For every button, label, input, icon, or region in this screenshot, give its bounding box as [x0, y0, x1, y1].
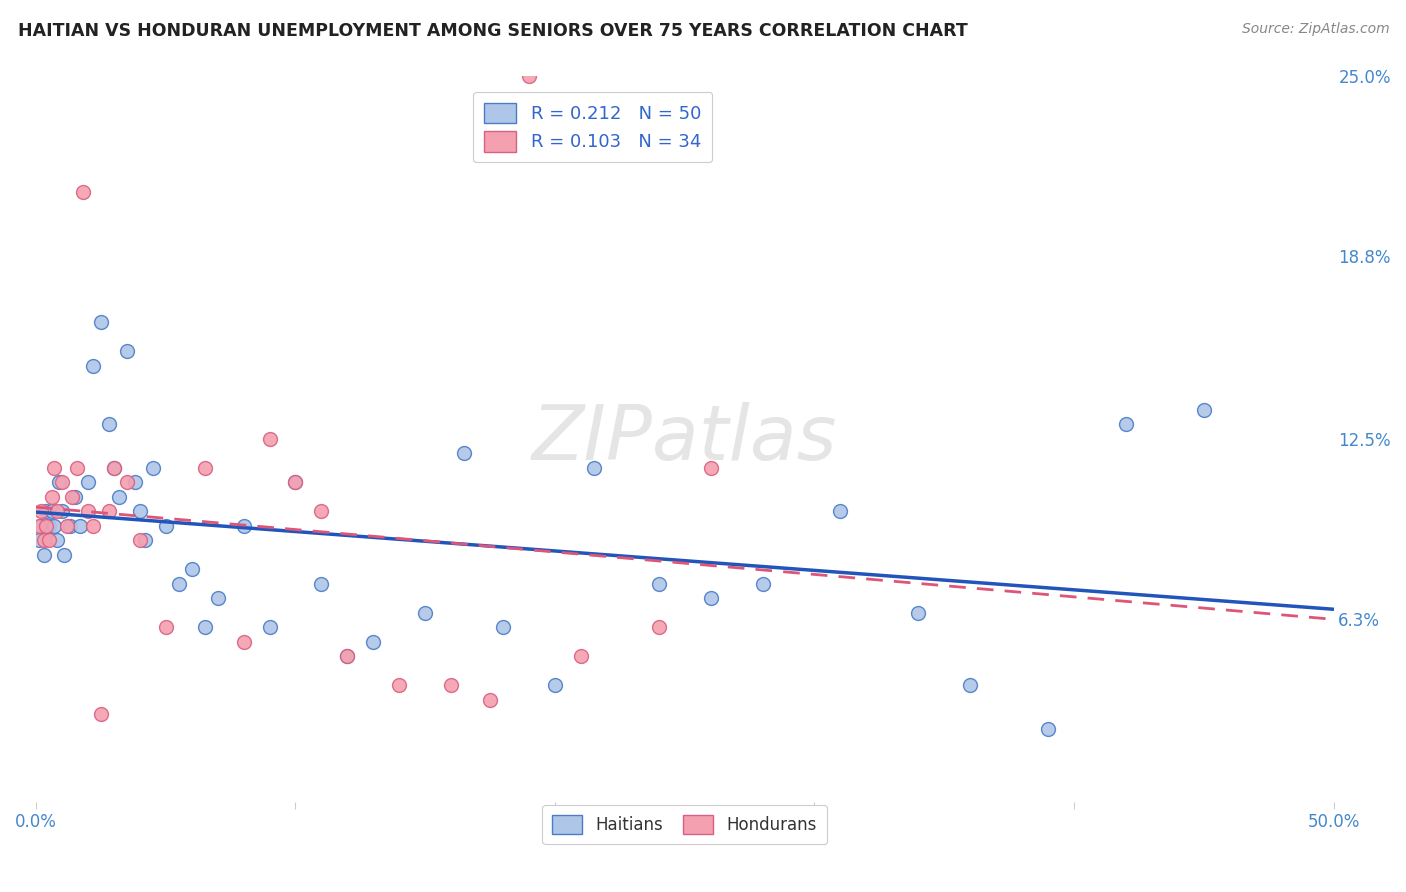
- Point: [35, 504, 58, 518]
- Legend: Haitians, Hondurans: Haitians, Hondurans: [543, 805, 827, 844]
- Point: [284, 475, 307, 489]
- Point: [167, 576, 190, 591]
- Point: [311, 504, 333, 518]
- Point: [959, 678, 981, 692]
- Point: [492, 620, 515, 634]
- Point: [413, 606, 436, 620]
- Point: [517, 69, 540, 83]
- Point: [30, 518, 52, 533]
- Point: [72, 185, 94, 199]
- Point: [751, 576, 773, 591]
- Point: [648, 620, 671, 634]
- Point: [90, 707, 112, 722]
- Point: [311, 576, 333, 591]
- Point: [830, 504, 852, 518]
- Point: [259, 620, 281, 634]
- Point: [1192, 402, 1215, 417]
- Point: [32, 533, 55, 548]
- Point: [194, 460, 217, 475]
- Point: [51, 475, 73, 489]
- Point: [56, 518, 79, 533]
- Point: [97, 417, 120, 431]
- Point: [41, 490, 63, 504]
- Point: [38, 533, 60, 548]
- Point: [134, 533, 156, 548]
- Text: HAITIAN VS HONDURAN UNEMPLOYMENT AMONG SENIORS OVER 75 YEARS CORRELATION CHART: HAITIAN VS HONDURAN UNEMPLOYMENT AMONG S…: [18, 22, 967, 40]
- Point: [32, 548, 55, 562]
- Point: [128, 504, 150, 518]
- Point: [699, 460, 721, 475]
- Point: [51, 504, 73, 518]
- Point: [82, 359, 104, 373]
- Point: [90, 315, 112, 329]
- Point: [27, 533, 49, 548]
- Point: [363, 635, 385, 649]
- Point: [180, 562, 202, 576]
- Text: ZIPatlas: ZIPatlas: [531, 401, 838, 475]
- Point: [108, 490, 131, 504]
- Point: [284, 475, 307, 489]
- Point: [128, 533, 150, 548]
- Point: [232, 635, 254, 649]
- Point: [569, 649, 592, 664]
- Point: [30, 504, 52, 518]
- Point: [124, 475, 146, 489]
- Point: [207, 591, 229, 606]
- Point: [479, 693, 502, 707]
- Point: [53, 548, 76, 562]
- Point: [45, 533, 67, 548]
- Point: [103, 460, 125, 475]
- Point: [907, 606, 929, 620]
- Point: [259, 432, 281, 446]
- Point: [76, 504, 98, 518]
- Point: [1115, 417, 1137, 431]
- Point: [155, 620, 177, 634]
- Point: [69, 518, 91, 533]
- Point: [194, 620, 217, 634]
- Point: [388, 678, 411, 692]
- Point: [76, 475, 98, 489]
- Point: [699, 591, 721, 606]
- Point: [115, 475, 138, 489]
- Point: [41, 504, 63, 518]
- Point: [103, 460, 125, 475]
- Point: [63, 490, 86, 504]
- Point: [336, 649, 359, 664]
- Point: [336, 649, 359, 664]
- Point: [42, 518, 65, 533]
- Point: [38, 518, 60, 533]
- Point: [582, 460, 605, 475]
- Point: [48, 475, 70, 489]
- Point: [142, 460, 165, 475]
- Point: [45, 504, 67, 518]
- Point: [97, 504, 120, 518]
- Point: [440, 678, 463, 692]
- Point: [59, 518, 82, 533]
- Point: [42, 460, 65, 475]
- Point: [115, 344, 138, 359]
- Point: [1036, 722, 1059, 736]
- Point: [27, 518, 49, 533]
- Point: [544, 678, 567, 692]
- Text: Source: ZipAtlas.com: Source: ZipAtlas.com: [1241, 22, 1389, 37]
- Point: [66, 460, 89, 475]
- Point: [648, 576, 671, 591]
- Point: [82, 518, 104, 533]
- Point: [60, 490, 83, 504]
- Point: [155, 518, 177, 533]
- Point: [35, 518, 58, 533]
- Point: [453, 446, 475, 460]
- Point: [232, 518, 254, 533]
